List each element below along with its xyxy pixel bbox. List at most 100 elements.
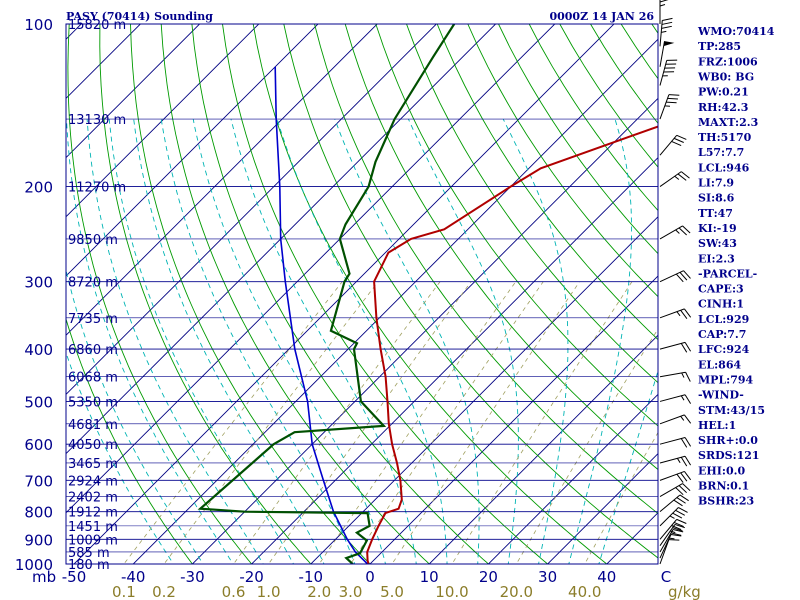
height-label: 4681 m xyxy=(68,418,118,433)
isotherm-line xyxy=(250,156,658,564)
index-line: BRN:0.1 xyxy=(698,480,749,493)
index-line: CINH:1 xyxy=(698,298,744,311)
wind-barb-flag xyxy=(666,101,677,104)
wind-barb-flag xyxy=(673,137,684,143)
dry-adiabat-line xyxy=(375,24,658,427)
mixing-ratio-unit-label: g/kg xyxy=(668,583,701,600)
wind-barb-staff xyxy=(659,171,682,187)
dry-adiabat-line xyxy=(67,24,253,564)
height-label: 1451 m xyxy=(68,520,118,535)
index-line: MAXT:2.3 xyxy=(698,116,758,129)
pressure-tick-label: 500 xyxy=(24,393,53,411)
index-line: SRDS:121 xyxy=(698,449,760,462)
height-label: 4050 m xyxy=(68,438,118,453)
wind-barb-staff xyxy=(659,483,683,497)
height-labels: 15820 m 13130 m 11270 m 9850 m 8720 m 7735 m 6… xyxy=(68,18,126,573)
wind-barb xyxy=(659,308,692,319)
height-label: 1009 m xyxy=(68,533,118,548)
temperature-tick-label: 40 xyxy=(597,568,616,586)
dry-adiabat-line xyxy=(344,24,658,471)
mixing-ratio-label: 0.1 xyxy=(112,583,136,600)
wind-barb xyxy=(659,225,691,240)
wind-barb-half-flag xyxy=(676,311,681,317)
wind-barb-half-flag xyxy=(681,372,685,378)
index-line: CAP:7.7 xyxy=(698,328,746,341)
isotherm-line xyxy=(73,24,615,564)
wind-barb-half-flag xyxy=(676,458,681,464)
dry-adiabat-line xyxy=(406,24,658,384)
temperature-trace xyxy=(366,125,658,564)
wind-barb-flag xyxy=(676,518,687,524)
mixing-ratio-label: 0.6 xyxy=(222,583,246,600)
wind-barb-flag xyxy=(671,140,682,147)
pressure-tick-label: 1000 xyxy=(15,556,53,574)
index-line: -PARCEL- xyxy=(698,267,757,280)
mixing-ratio-label: 0.2 xyxy=(152,583,176,600)
wind-barb-flag xyxy=(679,272,688,281)
height-label: 3465 m xyxy=(68,457,118,472)
wind-barb-staff xyxy=(659,494,681,513)
wind-barb-flag xyxy=(680,457,688,467)
wind-barb-flag xyxy=(683,270,691,279)
dry-adiabat-line xyxy=(314,24,658,515)
wind-barb xyxy=(659,470,692,483)
index-line: HEL:1 xyxy=(698,419,736,432)
index-line: SW:43 xyxy=(698,237,737,250)
dry-adiabat-line xyxy=(436,24,658,341)
height-label: 7735 m xyxy=(68,312,118,327)
wind-barb xyxy=(659,17,673,47)
mixing-ratio-label: 40.0 xyxy=(568,583,601,600)
isotherm-line xyxy=(310,216,658,564)
wind-barb-staff xyxy=(659,534,672,559)
wind-barb-flag xyxy=(661,21,673,25)
mixing-ratio-line xyxy=(350,281,544,564)
wind-barb-staff xyxy=(659,519,678,540)
index-line: CAPE:3 xyxy=(698,283,744,296)
temperature-tick-label: 30 xyxy=(538,568,557,586)
wind-barb xyxy=(659,523,685,547)
wind-barb-flag xyxy=(684,308,692,318)
height-label: 11270 m xyxy=(68,181,126,196)
wind-barb-half-flag xyxy=(670,530,676,534)
dry-adiabat-line xyxy=(66,317,193,564)
wind-barb-staff xyxy=(659,414,685,425)
height-label: 5350 m xyxy=(68,395,118,410)
wind-barb xyxy=(659,494,689,513)
mixing-ratio-lines xyxy=(123,281,658,564)
wind-barb-staff xyxy=(659,41,666,67)
wind-barb-staff xyxy=(659,436,686,445)
wind-barb-flag xyxy=(676,473,684,483)
wind-barb xyxy=(659,41,675,67)
wind-barb xyxy=(659,414,692,425)
index-line: PW:0.21 xyxy=(698,86,749,99)
wind-barb-staff xyxy=(659,394,686,402)
index-line: TH:5170 xyxy=(698,131,752,144)
dry-adiabat-line xyxy=(130,24,371,564)
pressure-tick-label: 800 xyxy=(24,504,53,522)
temperature-tick-label: -50 xyxy=(62,568,87,586)
indices-panel: WMO:70414 TP:285 FRZ:1006 WB0: BG PW:0.21 RH:… xyxy=(697,25,775,508)
wind-barb-staff xyxy=(659,341,686,350)
wind-barb-staff xyxy=(659,225,683,240)
wind-barb-staff xyxy=(659,270,684,283)
wind-barb-flag xyxy=(675,509,685,516)
temperature-tick-label: C xyxy=(661,568,671,586)
index-line: WB0: BG xyxy=(697,70,754,83)
mixing-ratio-line xyxy=(163,281,379,564)
dry-adiabat-line xyxy=(283,24,658,559)
wind-barb-flag xyxy=(668,539,680,541)
chart-time: 0000Z 14 JAN 26 xyxy=(549,10,654,23)
wind-barb-flag xyxy=(678,227,687,236)
dry-adiabat-line xyxy=(498,24,658,255)
height-label: 1912 m xyxy=(68,506,118,521)
wind-barb-flag xyxy=(680,438,688,448)
sounding-profiles xyxy=(197,24,658,564)
wind-barb-half-flag xyxy=(661,30,667,33)
wind-barb xyxy=(659,59,678,86)
chart-title: PASY (70414) Sounding xyxy=(66,10,213,23)
wind-barb-flag xyxy=(684,471,692,481)
wind-barb-half-flag xyxy=(680,395,685,401)
index-line: TP:285 xyxy=(698,40,741,53)
index-line: SI:8.6 xyxy=(698,192,735,205)
mixing-ratio-line xyxy=(584,431,658,564)
